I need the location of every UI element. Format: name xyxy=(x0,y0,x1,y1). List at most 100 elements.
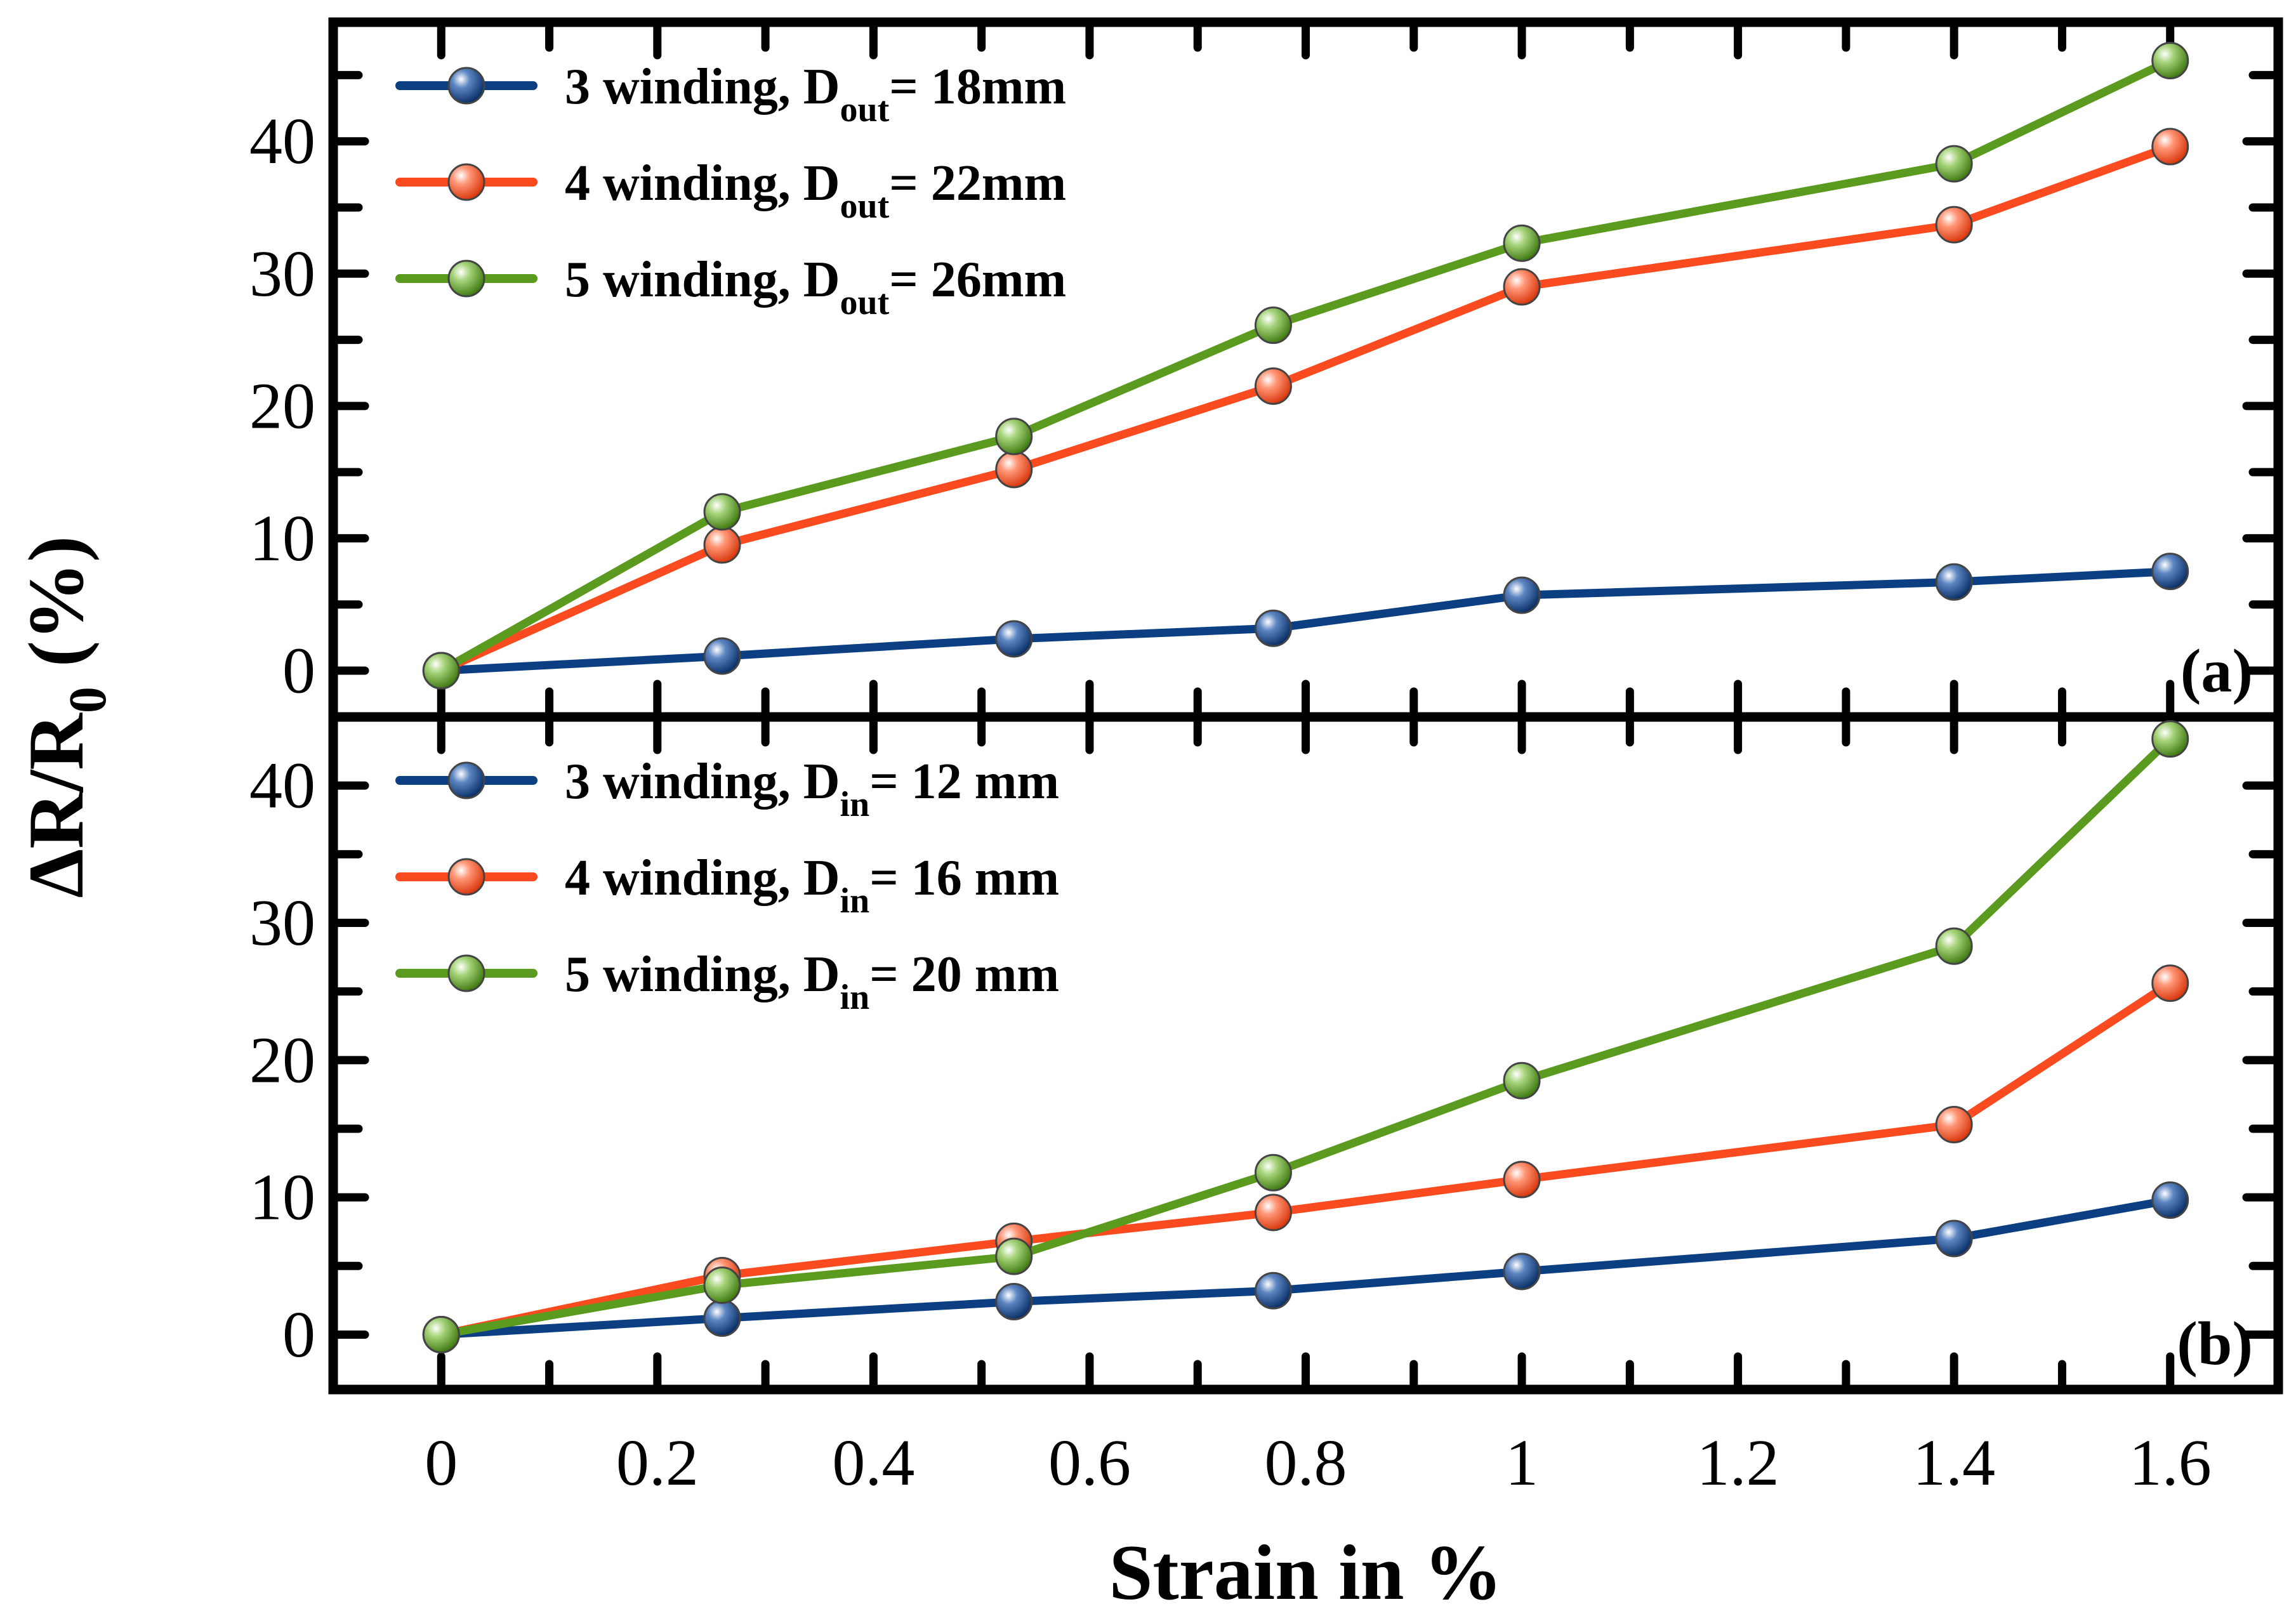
panel-1-legend-2-label: 4 winding, Dout= 22mm xyxy=(565,155,1066,226)
panel-2-legend-3-marker xyxy=(447,954,485,992)
panel-1-tag: (a) xyxy=(2181,637,2253,706)
panel-1-series-3-point-1 xyxy=(422,652,460,690)
panel-1-ytick-label-20: 20 xyxy=(249,369,315,442)
legend-label-subscript: out xyxy=(840,187,889,226)
panel-1-series-1-point-2 xyxy=(703,637,741,675)
panel-2-series-1-point-5 xyxy=(1503,1252,1541,1291)
xtick-label-1: 0.2 xyxy=(616,1426,699,1499)
panel-1-series-2-point-3 xyxy=(995,450,1033,489)
panel-1-legend-2-marker xyxy=(447,163,485,201)
panel-1-series-2-point-6 xyxy=(1935,206,1973,244)
series-markers-layer xyxy=(422,41,2189,1353)
xtick-label-4: 0.8 xyxy=(1265,1426,1347,1499)
panel-1-series-2-point-4 xyxy=(1254,367,1292,405)
panel-1-series-2-line xyxy=(437,142,2175,675)
panel-2-series-1-line xyxy=(437,1196,2175,1339)
panel-1-series-1-point-6 xyxy=(1935,563,1973,601)
panel-2-ytick-label-0: 0 xyxy=(282,1298,315,1371)
panel-2-series-3-point-6 xyxy=(1935,927,1973,965)
legend-label-subscript: in xyxy=(840,785,869,824)
panel-2-series-3-point-4 xyxy=(1254,1153,1292,1192)
panel-2-tag: (b) xyxy=(2177,1310,2253,1378)
panel-2-series-3-point-7 xyxy=(2151,720,2189,758)
panel-1-series-3-point-2 xyxy=(703,493,741,531)
panel-1-series-1-point-4 xyxy=(1254,609,1292,647)
xtick-label-5: 1 xyxy=(1505,1426,1538,1499)
panel-1-series-1-point-5 xyxy=(1503,576,1541,614)
panel-2-legend-2-label: 4 winding, Din= 16 mm xyxy=(565,850,1059,921)
legend-label-prefix: 3 winding, D xyxy=(565,754,840,810)
panel-2-legend-1-marker xyxy=(447,761,485,799)
axis-titles-layer: Strain in %ΔR/R0 (%) xyxy=(13,536,1503,1616)
xtick-label-6: 1.2 xyxy=(1697,1426,1779,1499)
legend-label-subscript: out xyxy=(840,90,889,129)
axis-labels-layer: 0 10 20 30 40 (a) 0 10 20 30 40 (b) 0 0.2 0.4 0.6 0.8 1 1.… xyxy=(249,105,2253,1499)
legend-label-suffix: = 18mm xyxy=(889,59,1066,115)
panel-1-ytick-label-0: 0 xyxy=(282,634,315,707)
panel-1-series-1-line xyxy=(437,567,2175,675)
legend-label-prefix: 5 winding, D xyxy=(565,252,840,308)
panel-2-series-3-point-3 xyxy=(995,1237,1033,1275)
y-axis-title-main: ΔR/R xyxy=(13,713,100,898)
panel-1-series-3-point-4 xyxy=(1254,306,1292,345)
legend-label-suffix: = 22mm xyxy=(889,155,1066,211)
panel-1-series-3-point-5 xyxy=(1503,224,1541,262)
panel-1-series-2-point-5 xyxy=(1503,268,1541,306)
xtick-label-2: 0.4 xyxy=(832,1426,914,1499)
panel-1-series-1-point-7 xyxy=(2151,553,2189,591)
y-axis-title-subscript: 0 xyxy=(58,687,117,713)
x-axis-title: Strain in % xyxy=(1109,1529,1502,1616)
panel-1-ytick-label-40: 40 xyxy=(249,105,315,178)
legend-label-prefix: 4 winding, D xyxy=(565,850,840,906)
legend-label-suffix: = 16 mm xyxy=(869,850,1059,906)
panel-1-legend-1-marker xyxy=(447,67,485,105)
panel-1-series-2-point-2 xyxy=(703,526,741,564)
xtick-label-3: 0.6 xyxy=(1048,1426,1131,1499)
xtick-label-7: 1.4 xyxy=(1913,1426,1995,1499)
panel-2-ytick-label-30: 30 xyxy=(249,886,315,959)
legend-label-prefix: 4 winding, D xyxy=(565,155,840,211)
legend-label-suffix: = 20 mm xyxy=(869,947,1059,1002)
y-axis-title-unit: (%) xyxy=(13,536,100,687)
panel-1-series-3-point-7 xyxy=(2151,41,2189,79)
panel-1-legend-3-label: 5 winding, Dout= 26mm xyxy=(565,252,1066,322)
panel-2-series-1-point-2 xyxy=(703,1299,741,1337)
panel-2-series-2-point-7 xyxy=(2151,964,2189,1002)
y-axis-title: ΔR/R0 (%) xyxy=(13,536,117,898)
legend-label-subscript: out xyxy=(840,283,889,322)
legend-label-prefix: 3 winding, D xyxy=(565,59,840,115)
panel-2-series-3-point-2 xyxy=(703,1266,741,1304)
panel-2-legend-3-label: 5 winding, Din= 20 mm xyxy=(565,947,1059,1017)
panel-1-series-2-point-7 xyxy=(2151,128,2189,166)
panel-2-series-1-point-3 xyxy=(995,1283,1033,1321)
legend-label-subscript: in xyxy=(840,881,869,921)
legend-label-subscript: in xyxy=(840,978,869,1017)
panel-1-legend-3-marker xyxy=(447,260,485,298)
panel-1-legend-1-label: 3 winding, Dout= 18mm xyxy=(565,59,1066,129)
panel-2-series-3-point-5 xyxy=(1503,1061,1541,1100)
panel-2-series-1-point-6 xyxy=(1935,1219,1973,1258)
legend-label-suffix: = 26mm xyxy=(889,252,1066,308)
panel-2-legend-1-label: 3 winding, Din= 12 mm xyxy=(565,754,1059,824)
legend-label-prefix: 5 winding, D xyxy=(565,947,840,1002)
axis-ticks-layer xyxy=(329,18,2283,1394)
panel-2-series-1-point-7 xyxy=(2151,1181,2189,1219)
panel-2-series-3-point-1 xyxy=(422,1315,460,1353)
panel-2-series-2-point-4 xyxy=(1254,1193,1292,1232)
panel-2-ytick-label-40: 40 xyxy=(249,749,315,822)
panel-1-ytick-label-10: 10 xyxy=(249,502,315,575)
panel-2-legend-2-marker xyxy=(447,858,485,896)
panel-2-series-2-point-6 xyxy=(1935,1105,1973,1143)
panel-1-series-3-point-6 xyxy=(1935,145,1973,183)
xtick-label-8: 1.6 xyxy=(2129,1426,2212,1499)
panel-1-series-3-point-3 xyxy=(995,417,1033,456)
panel-2-ytick-label-20: 20 xyxy=(249,1023,315,1096)
panel-2-series-1-point-4 xyxy=(1254,1271,1292,1310)
xtick-label-0: 0 xyxy=(425,1426,458,1499)
panel-2-ytick-label-10: 10 xyxy=(249,1161,315,1234)
panel-1-series-3-line xyxy=(437,56,2175,675)
panel-2-series-2-point-5 xyxy=(1503,1160,1541,1199)
